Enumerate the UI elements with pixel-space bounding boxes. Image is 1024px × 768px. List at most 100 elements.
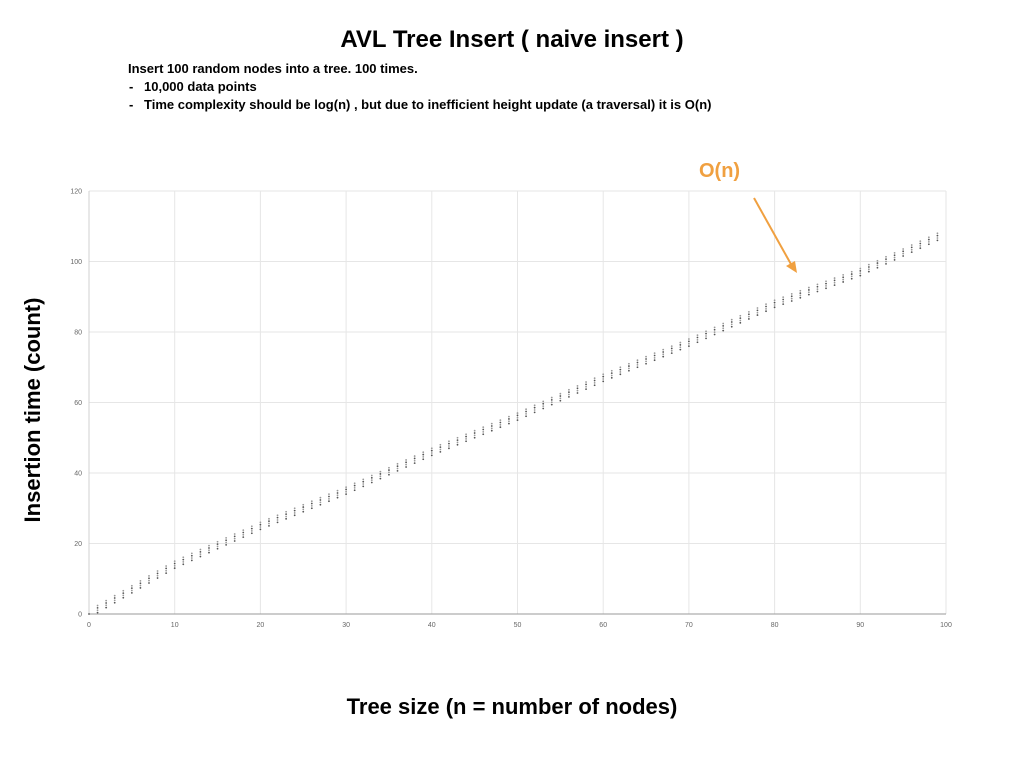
x-tick-label: 60 — [599, 622, 607, 629]
data-point — [439, 446, 442, 449]
data-point — [148, 582, 150, 584]
data-point — [867, 266, 870, 268]
data-point — [867, 270, 870, 273]
data-point — [730, 325, 733, 328]
data-point — [430, 447, 433, 450]
data-point — [199, 553, 202, 556]
data-point — [662, 355, 665, 358]
data-point — [259, 523, 262, 526]
x-axis-label: Tree size (n = number of nodes) — [346, 694, 678, 719]
data-point — [722, 325, 725, 327]
data-point — [268, 522, 270, 525]
data-point — [250, 527, 253, 530]
data-point — [593, 381, 596, 384]
data-point — [405, 466, 407, 468]
data-point — [593, 379, 596, 382]
data-point — [293, 514, 296, 517]
data-point — [276, 514, 279, 517]
data-point — [893, 251, 896, 254]
data-point — [379, 473, 382, 475]
data-point — [610, 376, 613, 379]
data-point — [782, 298, 785, 301]
data-point — [165, 569, 168, 572]
data-point — [602, 378, 605, 380]
data-point — [790, 300, 793, 302]
data-point — [113, 599, 116, 602]
y-tick-label: 100 — [70, 259, 82, 266]
data-point — [842, 276, 845, 279]
data-point — [636, 363, 639, 366]
grid-layer — [88, 190, 947, 615]
data-point — [225, 544, 228, 546]
data-point — [653, 356, 656, 359]
data-point — [250, 532, 253, 535]
data-point — [182, 556, 185, 559]
data-point — [482, 430, 485, 433]
data-point — [499, 423, 502, 426]
bullet-text: 10,000 data points — [144, 79, 257, 94]
data-point — [525, 415, 527, 418]
data-point — [259, 526, 262, 528]
data-point — [790, 297, 793, 300]
data-point — [756, 311, 759, 314]
data-point — [405, 463, 407, 466]
data-point — [542, 400, 545, 403]
data-point — [456, 436, 459, 439]
data-point — [413, 455, 416, 457]
data-point — [302, 503, 305, 506]
data-point — [679, 346, 682, 349]
data-point — [328, 495, 330, 498]
data-point — [747, 318, 750, 320]
data-point — [927, 238, 930, 241]
data-point — [576, 387, 579, 390]
data-point — [465, 435, 467, 438]
data-point — [645, 360, 647, 363]
data-point — [148, 577, 150, 580]
data-point — [233, 535, 236, 538]
y-tick-label: 60 — [74, 400, 82, 407]
data-point — [516, 419, 519, 422]
data-point — [293, 512, 296, 514]
data-point — [490, 422, 493, 425]
data-point — [619, 368, 622, 371]
data-point — [199, 555, 202, 558]
data-point — [859, 270, 862, 272]
data-point — [130, 587, 133, 590]
data-point — [130, 591, 133, 594]
data-point — [927, 241, 930, 243]
data-point — [645, 362, 647, 365]
data-point — [585, 388, 587, 391]
data-point — [276, 516, 279, 519]
data-point — [739, 317, 742, 320]
data-point — [190, 554, 193, 557]
data-point — [422, 455, 425, 458]
x-tick-label: 80 — [771, 622, 779, 629]
data-point — [448, 440, 450, 443]
data-point — [739, 314, 742, 317]
data-point — [405, 461, 407, 464]
data-point — [525, 412, 527, 415]
data-point — [705, 337, 707, 340]
description-bullet-2: - Time complexity should be log(n) , but… — [128, 96, 711, 114]
data-point — [430, 452, 433, 454]
data-point — [902, 248, 905, 250]
x-tick-label: 100 — [940, 622, 952, 629]
data-point — [173, 564, 176, 567]
data-point — [216, 545, 219, 548]
data-point — [302, 510, 305, 513]
data-point — [216, 540, 219, 543]
data-point — [259, 521, 262, 524]
data-point — [533, 411, 536, 414]
data-point — [559, 397, 562, 400]
data-point — [173, 560, 176, 563]
data-point — [910, 251, 913, 254]
data-point — [842, 281, 845, 283]
data-point — [362, 485, 365, 488]
data-point — [319, 499, 322, 501]
data-point — [670, 345, 673, 347]
data-point — [542, 405, 545, 408]
data-point — [293, 509, 296, 512]
data-point — [482, 428, 485, 431]
data-point — [259, 528, 262, 531]
data-point — [233, 540, 236, 542]
